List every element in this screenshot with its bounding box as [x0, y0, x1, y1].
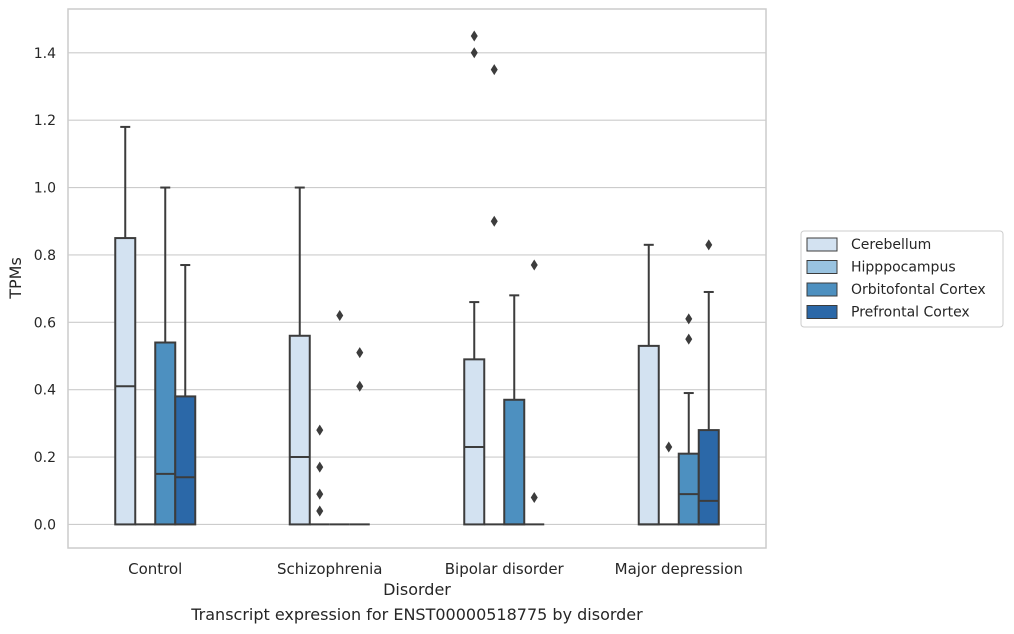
- box-plots: [114, 30, 720, 526]
- box-2-2: [503, 294, 526, 526]
- y-tick-label: 0.8: [34, 248, 56, 264]
- y-tick-label: 0.4: [34, 383, 56, 399]
- box-iqr: [697, 429, 720, 526]
- box-iqr: [677, 452, 700, 526]
- legend-swatch: [806, 260, 838, 274]
- box-0-3: [174, 264, 197, 526]
- box-iqr: [503, 398, 526, 526]
- box-2-1: [484, 64, 505, 526]
- box-1-3: [349, 347, 370, 526]
- box-iqr: [463, 358, 486, 526]
- legend-label: Prefrontal Cortex: [851, 305, 970, 321]
- plot-frame: [67, 8, 767, 549]
- y-tick-label: 1.0: [34, 181, 56, 197]
- legend-swatch: [806, 237, 838, 252]
- outlier-point: [470, 47, 478, 59]
- outlier-point: [356, 347, 364, 359]
- box-1-2: [329, 310, 350, 526]
- outlier-point: [530, 491, 538, 503]
- outlier-point: [665, 441, 673, 453]
- figure-caption: Transcript expression for ENST0000051877…: [191, 605, 643, 624]
- box-0-2: [154, 186, 177, 526]
- outlier-point: [490, 215, 498, 227]
- y-tick-label: 1.2: [34, 113, 56, 129]
- legend-swatch: [806, 305, 838, 319]
- box-0-0: [114, 125, 137, 526]
- y-axis-label: TPMs: [6, 257, 25, 300]
- box-iqr: [114, 237, 137, 526]
- box-3-2: [677, 313, 700, 526]
- legend-label: Cerebellum: [851, 237, 931, 253]
- outlier-point: [336, 310, 344, 322]
- box-3-3: [697, 239, 720, 526]
- box-1-1: [309, 424, 330, 526]
- outlier-point: [490, 64, 498, 76]
- x-axis-label: Disorder: [383, 580, 451, 599]
- outlier-point: [705, 239, 713, 251]
- outlier-point: [316, 424, 324, 436]
- box-iqr: [637, 344, 660, 526]
- outlier-point: [530, 259, 538, 271]
- x-tick-label: Schizophrenia: [277, 560, 382, 578]
- outlier-point: [470, 30, 478, 42]
- y-tick-label: 0.2: [34, 450, 56, 466]
- box-iqr: [288, 334, 311, 526]
- outlier-point: [316, 505, 324, 517]
- x-tick-label: Control: [128, 560, 182, 578]
- y-tick-label: 0.6: [34, 315, 56, 331]
- outlier-point: [685, 313, 693, 325]
- box-2-0: [463, 30, 486, 526]
- legend-swatch: [806, 282, 838, 297]
- legend: Cerebellum Hipppocampus Orbitofontal Corte…: [800, 230, 1004, 328]
- legend-label: Orbitofontal Cortex: [851, 282, 986, 298]
- box-3-1: [658, 441, 679, 526]
- box-2-3: [524, 259, 545, 526]
- y-tick-labels: 0.0 0.2 0.4 0.6 0.8 1.0 1.2 1.4: [34, 46, 56, 534]
- outlier-point: [685, 333, 693, 345]
- outlier-point: [316, 488, 324, 500]
- y-tick-label: 1.4: [34, 46, 56, 62]
- box-1-0: [288, 186, 311, 526]
- legend-label: Hipppocampus: [851, 260, 956, 276]
- x-tick-label: Bipolar disorder: [445, 560, 565, 578]
- x-tick-labels: Control Schizophrenia Bipolar disorder Majo…: [128, 560, 743, 578]
- box-iqr: [154, 341, 177, 526]
- outlier-point: [316, 461, 324, 473]
- x-tick-label: Major depression: [615, 560, 743, 578]
- box-plot-chart: 0.0 0.2 0.4 0.6 0.8 1.0 1.2 1.4 Control Schizoph…: [6, 8, 1004, 599]
- outlier-point: [356, 380, 364, 392]
- box-iqr: [174, 395, 197, 526]
- box-3-0: [637, 243, 660, 526]
- y-tick-label: 0.0: [34, 517, 56, 533]
- legend-frame: [800, 230, 1004, 328]
